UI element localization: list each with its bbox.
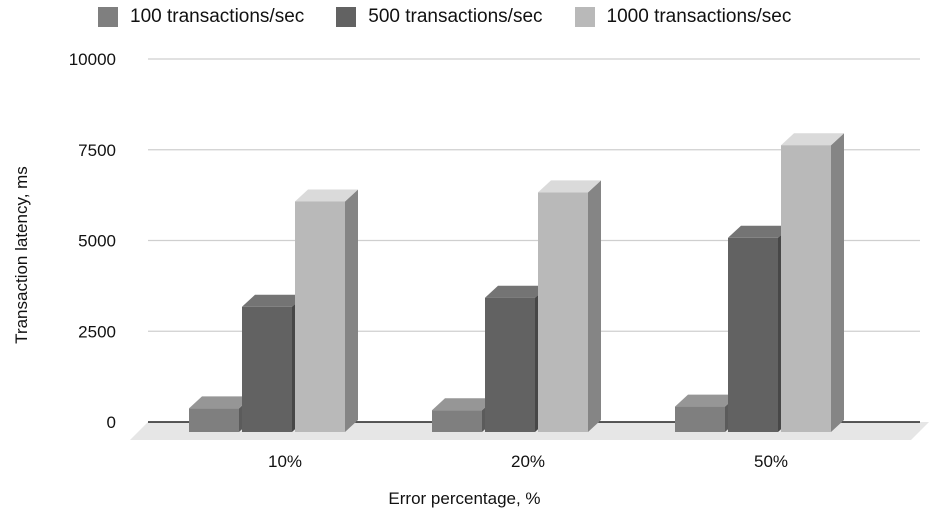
legend-swatch-100 [98, 7, 118, 27]
legend-item-500: 500 transactions/sec [336, 6, 543, 28]
bar [728, 237, 778, 432]
bar-side [831, 133, 844, 433]
bar [295, 201, 345, 432]
legend-item-100: 100 transactions/sec [98, 6, 304, 28]
x-tick-label: 10% [268, 452, 302, 471]
y-tick-label: 0 [107, 413, 116, 432]
y-tick-label: 7500 [78, 141, 116, 160]
bar [538, 192, 588, 432]
x-tick-label: 20% [511, 452, 545, 471]
bar [675, 406, 725, 432]
legend-label-1000: 1000 transactions/sec [606, 6, 792, 27]
x-axis-label: Error percentage, % [388, 489, 541, 508]
bar-top [485, 285, 548, 298]
legend-swatch-1000 [574, 7, 595, 27]
bar-top [781, 133, 844, 146]
legend-swatch-500 [336, 7, 357, 27]
bar-side [345, 189, 358, 432]
bar-top [675, 394, 738, 407]
bar-top [189, 396, 252, 409]
bar [781, 145, 831, 433]
bar-side [588, 180, 601, 432]
legend-label-100: 100 transactions/sec [130, 6, 305, 27]
bar-top [295, 189, 358, 202]
bar [432, 410, 482, 432]
legend: 100 transactions/sec 500 transactions/se… [98, 6, 791, 28]
bar-top [242, 294, 305, 307]
x-tick-label: 50% [754, 452, 788, 471]
bar-top [432, 398, 495, 411]
y-tick-label: 5000 [78, 232, 116, 251]
y-tick-label: 2500 [78, 322, 116, 341]
bar [189, 408, 239, 432]
bar [242, 306, 292, 432]
bar-top [538, 180, 601, 193]
legend-label-500: 500 transactions/sec [368, 6, 543, 27]
bar [485, 297, 535, 432]
y-axis-label: Transaction latency, ms [12, 166, 31, 344]
y-tick-label: 10000 [69, 50, 116, 69]
legend-item-1000: 1000 transactions/sec [574, 6, 792, 28]
bar-top [728, 225, 791, 238]
